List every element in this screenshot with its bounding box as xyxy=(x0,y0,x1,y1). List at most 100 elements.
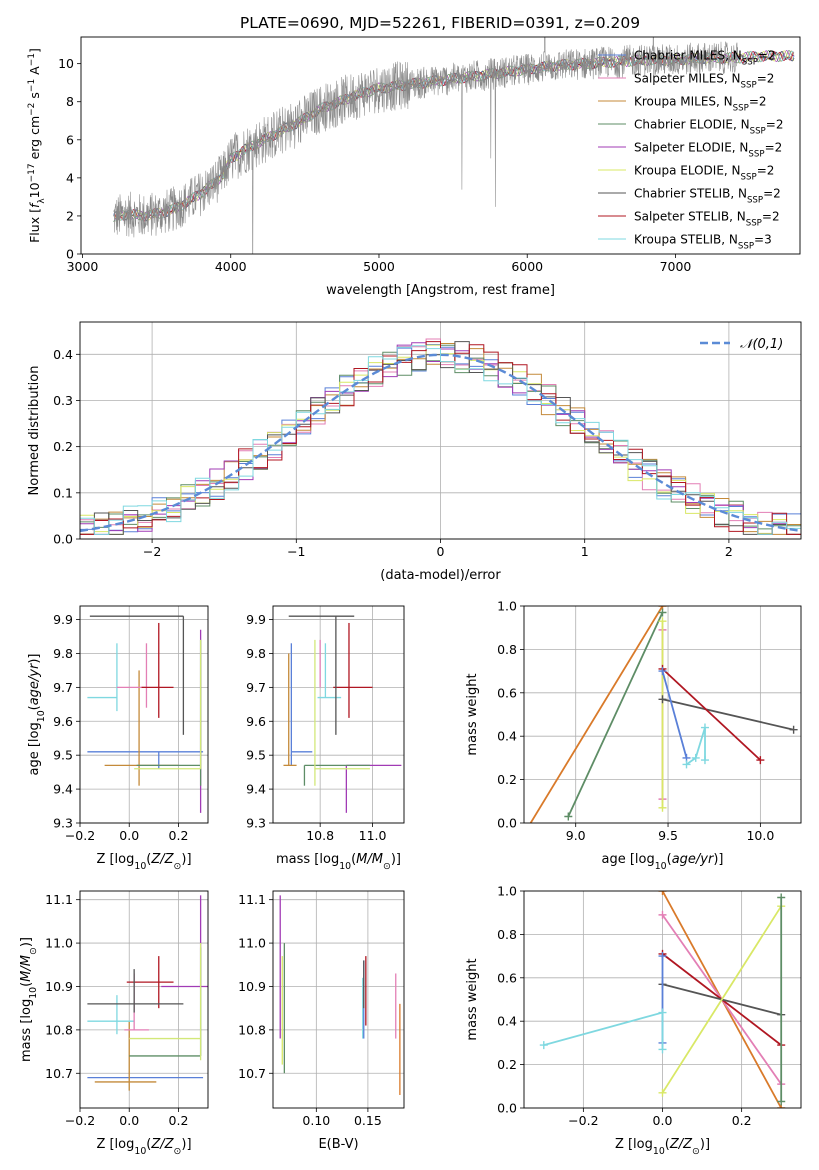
y-tick-label: 11.0 xyxy=(238,936,266,951)
axes-frame xyxy=(79,605,209,824)
histogram-steps xyxy=(80,345,801,535)
x-axis-label: Z [log10(Z/Z⊙)] xyxy=(96,1137,191,1157)
axes-border xyxy=(80,36,801,255)
y-tick-label: 9.7 xyxy=(246,680,266,695)
y-tick-label: 1.0 xyxy=(497,884,517,899)
y-axis-label: Normed distribution xyxy=(27,366,42,496)
y-tick-label: 0.2 xyxy=(497,1057,517,1072)
y-tick-label: 0.2 xyxy=(497,772,517,787)
axes-frame xyxy=(272,605,405,824)
weight-line xyxy=(529,606,664,823)
plot-area xyxy=(80,338,801,535)
gaussian-curve xyxy=(80,353,801,533)
y-tick-label: 10.9 xyxy=(45,979,73,994)
axes-border xyxy=(79,605,209,824)
y-tick-label: 9.6 xyxy=(53,714,73,729)
y-tick-label: 8 xyxy=(66,94,74,109)
x-tick-label: 0.2 xyxy=(169,828,189,843)
x-tick-label: 0.10 xyxy=(302,1113,330,1128)
panel-weight_vs_age: 9.0 9.5 10.0 0.0 0.2 0.4 0.6 0.8 1.0 age [log10(a… xyxy=(465,599,802,872)
weight-marker xyxy=(777,1097,786,1106)
x-axis-label: E(B-V) xyxy=(318,1137,358,1152)
y-tick-label: 0.1 xyxy=(53,485,73,500)
figure-title: PLATE=0690, MJD=52261, FIBERID=0391, z=0… xyxy=(240,14,640,32)
y-tick-label: 6 xyxy=(66,132,74,147)
y-tick-label: 9.8 xyxy=(53,646,73,661)
x-tick-label: 11.0 xyxy=(359,828,387,843)
plot-area xyxy=(87,895,208,1091)
x-axis-label: (data-model)/error xyxy=(380,568,501,583)
legend-entry: Salpeter STELIB, NSSP=2 xyxy=(634,210,780,229)
axes-frame xyxy=(80,36,801,255)
weight-line xyxy=(661,905,782,1094)
weight-line xyxy=(661,668,762,761)
y-tick-label: 10.8 xyxy=(238,1022,266,1037)
y-tick-label: 0.4 xyxy=(497,729,517,744)
y-tick-label: 10.7 xyxy=(45,1066,73,1081)
y-tick-label: 9.3 xyxy=(246,816,266,831)
weight-marker xyxy=(700,756,709,765)
plot-area xyxy=(87,615,204,813)
x-tick-label: 1 xyxy=(581,544,589,559)
weight-marker xyxy=(658,667,667,676)
ticks: −0.2 0.0 0.2 10.7 10.8 10.9 11.0 11.1 xyxy=(45,892,188,1128)
panel-mass_vs_Z: −0.2 0.0 0.2 10.7 10.8 10.9 11.0 11.1 Z [log10(Z… xyxy=(19,890,209,1157)
y-tick-label: 1.0 xyxy=(497,599,517,614)
legend: Chabrier MILES, NSSP=2 Salpeter MILES, NS… xyxy=(598,49,783,252)
y-tick-label: 4 xyxy=(66,170,74,185)
x-tick-label: −0.2 xyxy=(65,1113,95,1128)
y-tick-label: 0.8 xyxy=(497,642,517,657)
x-axis-label: age [log10(age/yr)] xyxy=(601,852,723,872)
weight-line xyxy=(567,612,664,817)
x-tick-label: 2 xyxy=(725,544,733,559)
weight-marker xyxy=(658,1008,667,1017)
x-axis-label: wavelength [Angstrom, rest frame] xyxy=(326,283,555,298)
weight-marker xyxy=(658,1088,667,1097)
y-tick-label: 9.4 xyxy=(246,782,266,797)
weight-marker xyxy=(658,1045,667,1054)
x-tick-label: 4000 xyxy=(215,259,247,274)
x-tick-label: 9.0 xyxy=(566,828,586,843)
y-tick-label: 10 xyxy=(58,56,74,71)
y-axis-label: Flux [fλ10−17 erg cm−2 s−1 A−1] xyxy=(27,48,47,243)
legend: 𝒩(0,1) xyxy=(700,337,783,352)
y-tick-label: 9.7 xyxy=(53,680,73,695)
panel-age_vs_Z: −0.2 0.0 0.2 9.3 9.4 9.5 9.6 9.7 9.8 9.9 Z [log10(… xyxy=(27,605,209,872)
y-tick-label: 0.2 xyxy=(53,439,73,454)
weight-line xyxy=(543,1011,664,1050)
panel-spectrum: 3000 4000 5000 6000 7000 0 2 4 6 8 10 wavelength [A… xyxy=(27,36,801,298)
x-tick-label: 0.15 xyxy=(354,1113,382,1128)
y-tick-label: 0.0 xyxy=(497,1101,517,1116)
y-tick-label: 9.8 xyxy=(246,646,266,661)
weight-marker xyxy=(520,830,528,838)
x-tick-label: −0.2 xyxy=(65,828,95,843)
ticks: −2 −1 0 1 2 0.0 0.1 0.2 0.3 0.4 xyxy=(53,347,733,559)
y-tick-label: 9.9 xyxy=(53,612,73,627)
weight-marker xyxy=(691,753,700,762)
weight-marker xyxy=(756,756,765,765)
x-tick-label: −0.2 xyxy=(568,1113,598,1128)
observed-spectrum xyxy=(113,37,738,254)
legend-entry: Chabrier MILES, NSSP=2 xyxy=(634,49,776,68)
y-tick-label: 10.8 xyxy=(45,1022,73,1037)
x-axis-label: Z [log10(Z/Z⊙)] xyxy=(615,1137,710,1157)
x-tick-label: 0.0 xyxy=(119,1113,139,1128)
ticks: 3000 4000 5000 6000 7000 0 2 4 6 8 10 xyxy=(58,56,691,274)
weight-marker xyxy=(700,723,709,732)
y-tick-label: 0 xyxy=(66,247,74,262)
axes-border xyxy=(523,605,802,824)
x-tick-label: 0 xyxy=(437,544,445,559)
x-tick-label: 0.0 xyxy=(653,1113,673,1128)
x-tick-label: 0.2 xyxy=(732,1113,752,1128)
x-tick-label: 0.0 xyxy=(119,828,139,843)
x-tick-label: 3000 xyxy=(67,259,99,274)
weight-marker xyxy=(658,608,667,617)
y-tick-label: 9.4 xyxy=(53,782,73,797)
panel-residuals: −2 −1 0 1 2 0.0 0.1 0.2 0.3 0.4 (data-model)/error… xyxy=(27,321,802,583)
y-axis-label: mass weight xyxy=(465,673,480,755)
axes-border xyxy=(79,890,209,1109)
weight-marker xyxy=(658,617,667,626)
weight-marker xyxy=(682,760,691,769)
weight-marker xyxy=(658,803,667,812)
